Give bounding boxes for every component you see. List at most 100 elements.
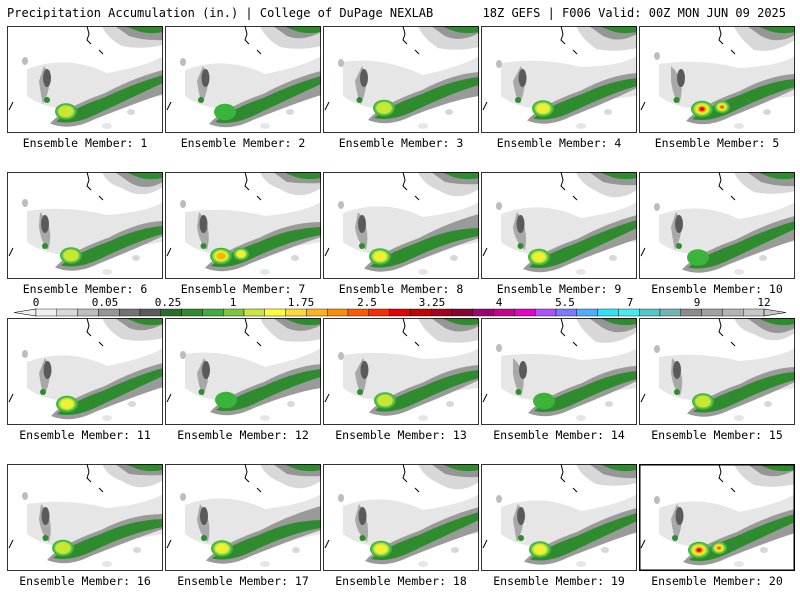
precip-map-17 [165,464,321,571]
colorbar-swatch [160,308,182,317]
ensemble-panel-16: Ensemble Member: 16 [7,464,163,588]
colorbar-tick-label: 0 [33,296,40,309]
colorbar-tick-label: 1.75 [288,296,315,309]
colorbar-swatch [431,308,453,317]
colorbar-swatch [680,308,702,317]
colorbar-swatch [118,308,141,317]
precip-map-6 [7,172,163,279]
colorbar-tick-label: 3.25 [419,296,446,309]
ensemble-panel-10: Ensemble Member: 10 [639,172,795,296]
colorbar-swatch [701,308,723,317]
ensemble-panel-3: Ensemble Member: 3 [323,26,479,150]
colorbar-tick-label: 12 [757,296,770,309]
precip-map-7 [165,172,321,279]
precip-map-10 [639,172,795,279]
colorbar-swatch [743,308,765,317]
ensemble-panel-11: Ensemble Member: 11 [7,318,163,442]
colorbar-swatch [535,308,557,317]
colorbar-tick-label: 7 [627,296,634,309]
colorbar-swatch [264,308,286,317]
colorbar-swatch [368,308,390,317]
precip-map-8 [323,172,479,279]
colorbar-swatch [576,308,598,317]
precip-map-19 [481,464,637,571]
colorbar-tick-label: 9 [694,296,701,309]
colorbar-swatch [202,308,224,317]
colorbar-swatch [306,308,328,317]
colorbar-swatch [514,308,536,317]
colorbar-swatch [98,308,120,317]
colorbar-swatch [139,308,161,317]
ensemble-panel-18: Ensemble Member: 18 [323,464,479,588]
precip-map-2 [165,26,321,133]
ensemble-panel-7: Ensemble Member: 7 [165,172,321,296]
ensemble-member-label: Ensemble Member: 13 [335,428,467,442]
ensemble-member-label: Ensemble Member: 16 [19,574,151,588]
colorbar-tick-label: 1 [230,296,237,309]
colorbar-swatch [77,308,99,317]
precip-map-18 [323,464,479,571]
colorbar-tick-label: 5.5 [555,296,575,309]
ensemble-panel-12: Ensemble Member: 12 [165,318,321,442]
colorbar-swatch [285,308,307,317]
ensemble-panel-4: Ensemble Member: 4 [481,26,637,150]
ensemble-member-label: Ensemble Member: 10 [651,282,783,296]
colorbar-swatch [472,308,494,317]
ensemble-panel-20: Ensemble Member: 20 [639,464,795,588]
ensemble-member-label: Ensemble Member: 7 [180,282,306,296]
precipitation-colorbar: 0 0.05 0.25 1 1.75 2.5 3.25 4 5.5 7 9 12 [13,296,787,317]
ensemble-panel-8: Ensemble Member: 8 [323,172,479,296]
ensemble-panel-5: Ensemble Member: 5 [639,26,795,150]
precip-map-3 [323,26,479,133]
ensemble-member-label: Ensemble Member: 11 [19,428,151,442]
colorbar-swatch [555,308,577,317]
colorbar-swatch [243,308,265,317]
colorbar-min-arrow [13,308,37,317]
colorbar-swatch [389,308,411,317]
ensemble-panel-14: Ensemble Member: 14 [481,318,637,442]
colorbar-tick-label: 0.25 [155,296,182,309]
model-run-info: 18Z GEFS | F006 Valid: 00Z MON JUN 09 20… [482,6,786,20]
colorbar-max-arrow [763,308,787,317]
colorbar-swatch [327,308,349,317]
precip-map-4 [481,26,637,133]
precip-map-14 [481,318,637,425]
ensemble-panel-17: Ensemble Member: 17 [165,464,321,588]
precip-map-15 [639,318,795,425]
colorbar-swatch [56,308,78,317]
colorbar-swatch [659,308,681,317]
colorbar-tick-label: 2.5 [357,296,377,309]
precip-map-11 [7,318,163,425]
ensemble-member-label: Ensemble Member: 8 [338,282,464,296]
ensemble-panel-1: Ensemble Member: 1 [7,26,163,150]
precip-map-9 [481,172,637,279]
ensemble-member-label: Ensemble Member: 14 [493,428,625,442]
ensemble-panel-9: Ensemble Member: 9 [481,172,637,296]
ensemble-member-label: Ensemble Member: 3 [338,136,464,150]
precip-map-20 [639,464,795,571]
precip-map-12 [165,318,321,425]
ensemble-member-label: Ensemble Member: 19 [493,574,625,588]
ensemble-member-label: Ensemble Member: 12 [177,428,309,442]
colorbar-swatch [222,308,245,317]
ensemble-panel-13: Ensemble Member: 13 [323,318,479,442]
colorbar-swatch [639,308,661,317]
map-title: Precipitation Accumulation (in.) | Colle… [7,6,434,20]
precip-map-5 [639,26,795,133]
ensemble-panel-15: Ensemble Member: 15 [639,318,795,442]
precip-map-16 [7,464,163,571]
colorbar-swatch [493,308,515,317]
colorbar-tick-label: 4 [496,296,503,309]
ensemble-member-label: Ensemble Member: 20 [651,574,783,588]
colorbar-tick-label: 0.05 [92,296,119,309]
colorbar-swatch [722,308,744,317]
ensemble-member-label: Ensemble Member: 5 [654,136,780,150]
ensemble-member-label: Ensemble Member: 9 [496,282,622,296]
colorbar-swatch [410,308,432,317]
ensemble-member-label: Ensemble Member: 6 [22,282,148,296]
ensemble-member-label: Ensemble Member: 1 [22,136,148,150]
colorbar-swatch [35,308,57,317]
ensemble-panel-19: Ensemble Member: 19 [481,464,637,588]
ensemble-member-label: Ensemble Member: 15 [651,428,783,442]
colorbar-swatch [347,308,369,317]
